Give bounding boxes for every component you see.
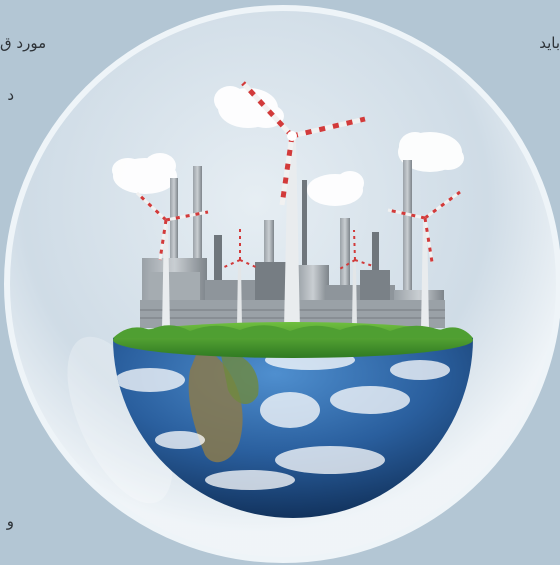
bubble-highlight (67, 336, 173, 504)
wind-turbine (135, 191, 209, 330)
wind-turbine (221, 228, 259, 328)
factory (140, 160, 445, 328)
wind-turbine (241, 81, 366, 330)
text-fragment-left-1: مورد ق (0, 34, 47, 52)
cloud (398, 132, 464, 172)
text-fragment-right-1: باید (539, 34, 560, 52)
grass-layer (113, 322, 473, 358)
cloud (307, 171, 364, 206)
cloud (214, 86, 284, 128)
wind-turbine (387, 190, 461, 330)
cloud (112, 153, 177, 194)
text-fragment-left-2: د (7, 86, 14, 104)
text-fragment-left-3: و (6, 512, 14, 530)
wind-turbine (337, 229, 374, 328)
